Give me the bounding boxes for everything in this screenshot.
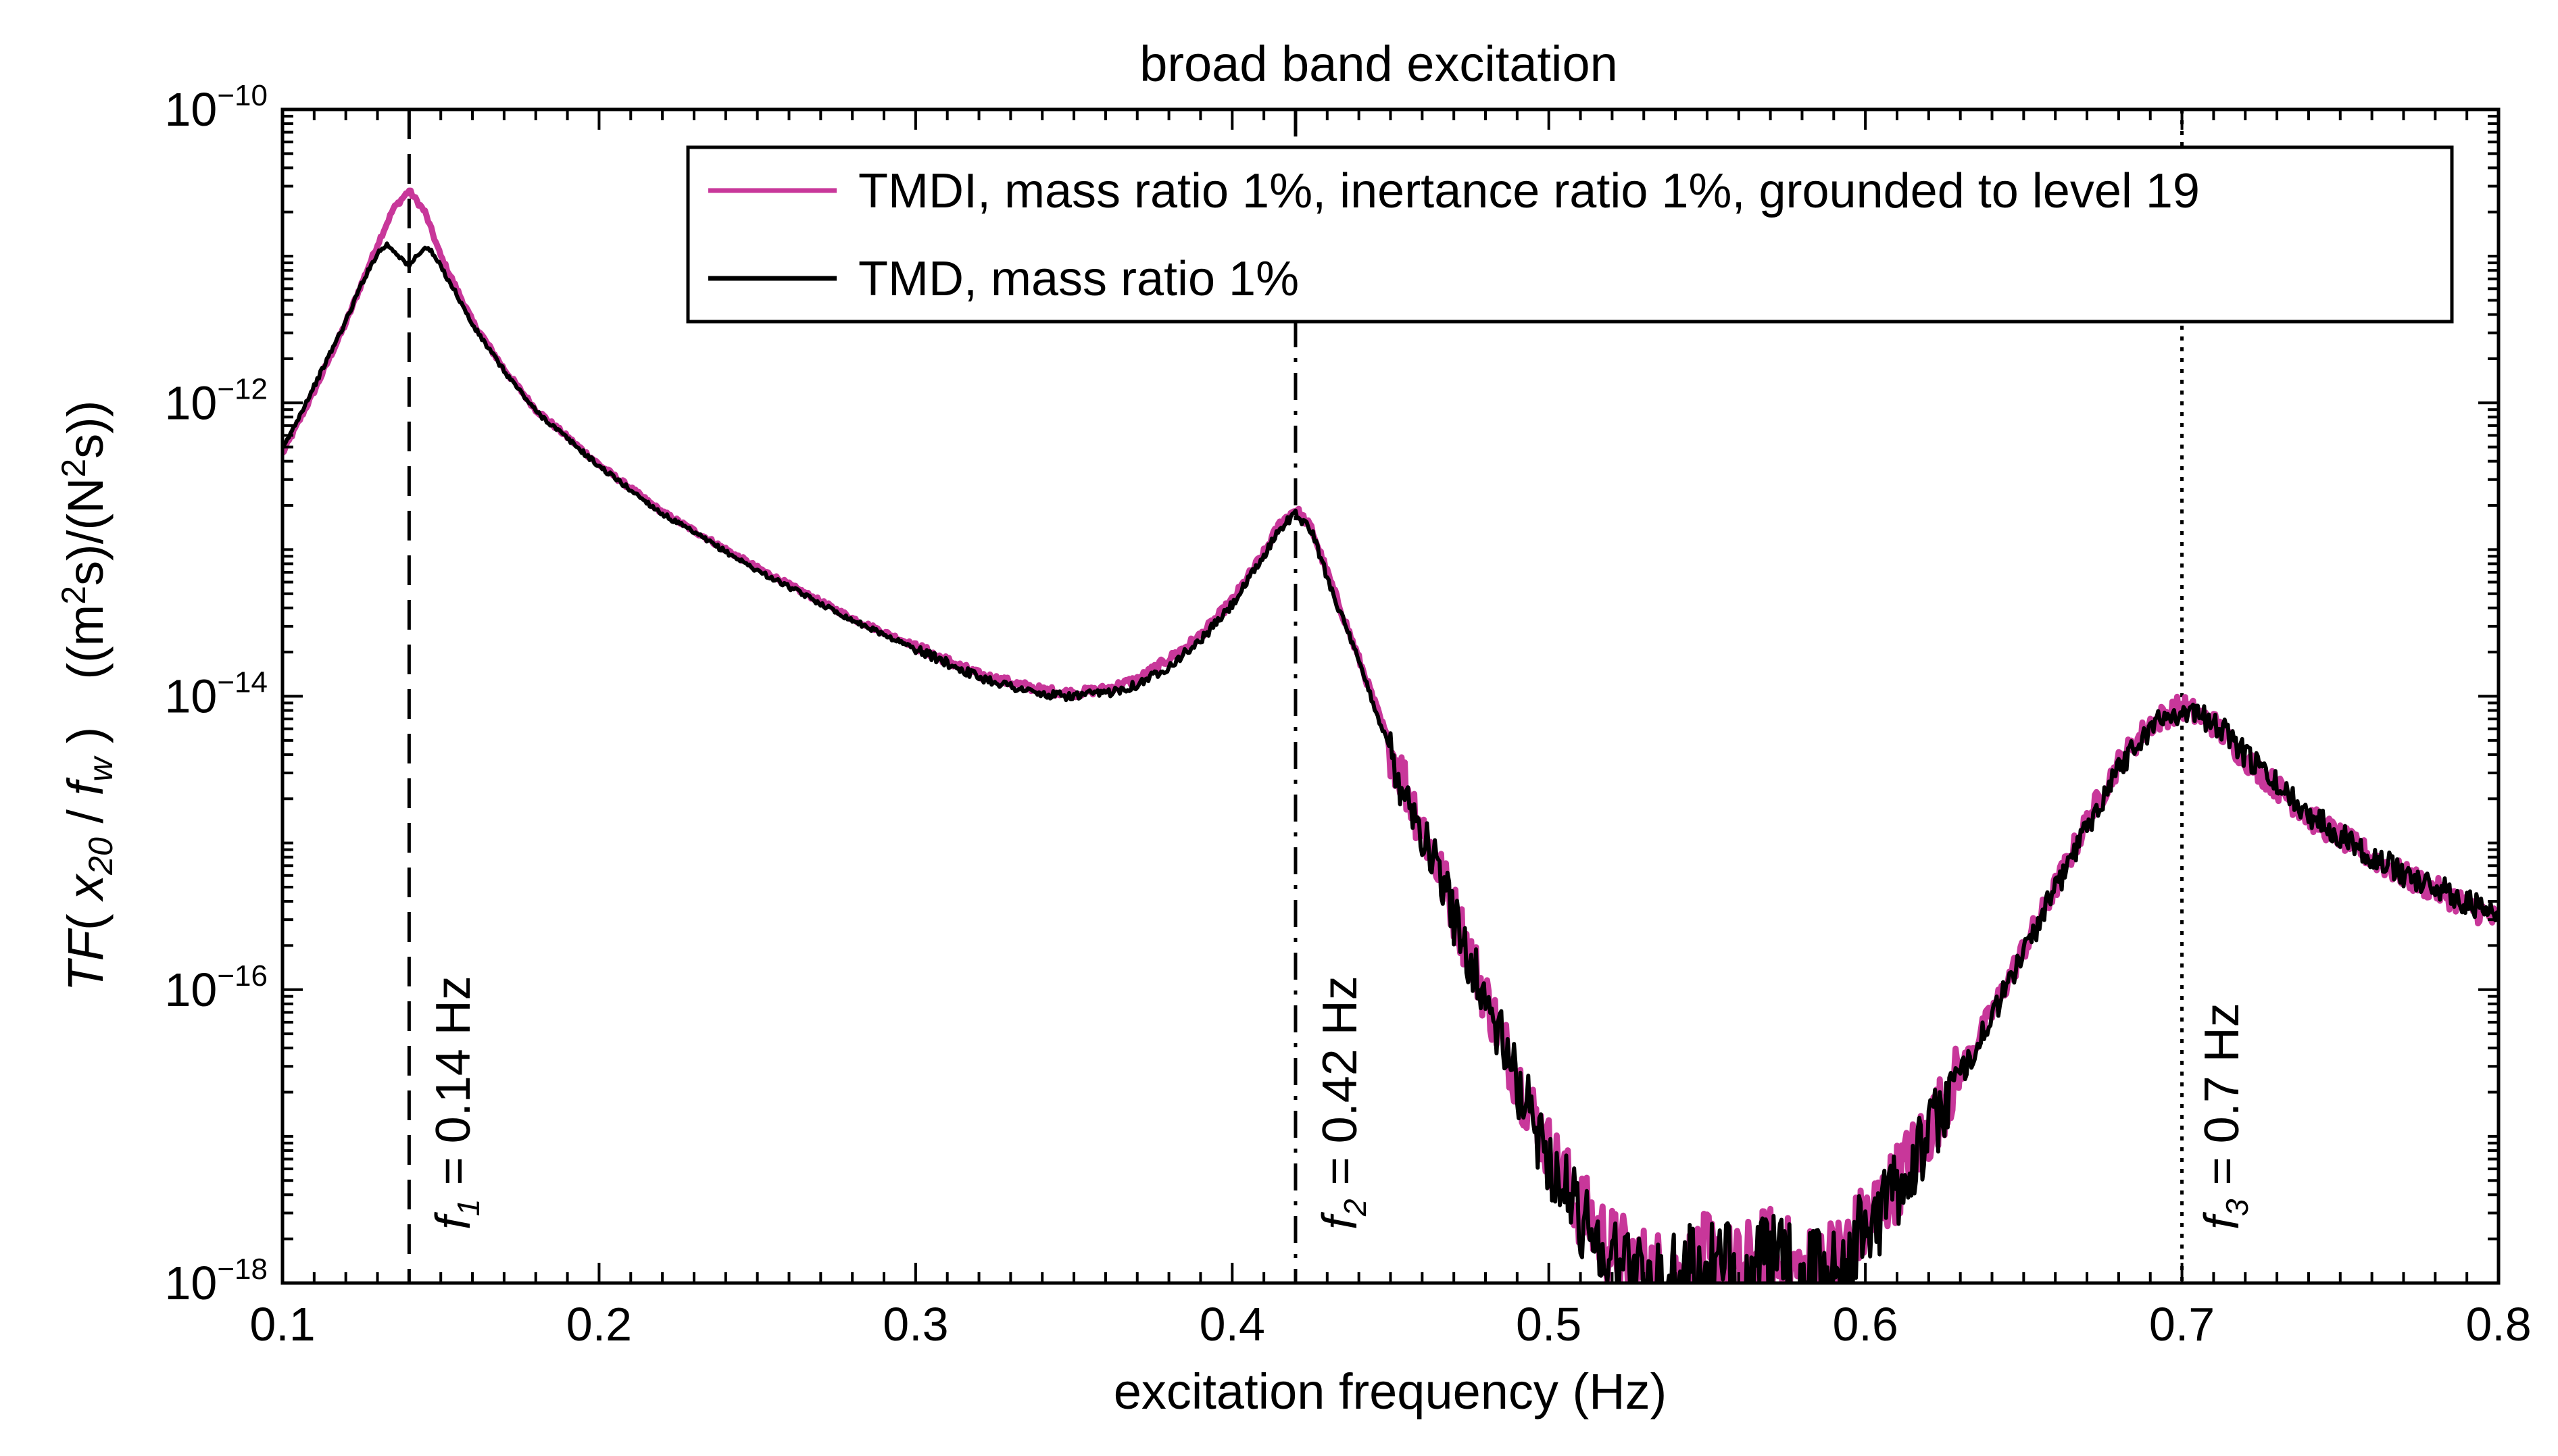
x-tick-label: 0.3 [883,1298,948,1351]
y-tick-label: 10−12 [164,372,268,429]
x-tick-label: 0.1 [249,1298,315,1351]
x-tick-label: 0.8 [2465,1298,2531,1351]
x-tick-label: 0.7 [2149,1298,2215,1351]
x-tick-label: 0.4 [1200,1298,1265,1351]
x-tick-label: 0.5 [1516,1298,1581,1351]
legend-label-tmd: TMD, mass ratio 1% [858,252,1299,306]
y-tick-label: 10−14 [164,666,268,723]
legend: TMDI, mass ratio 1%, inertance ratio 1%,… [686,145,2454,324]
legend-label-tmdi: TMDI, mass ratio 1%, inertance ratio 1%,… [858,164,2200,218]
x-tick-label: 0.2 [566,1298,632,1351]
x-axis-label: excitation frequency (Hz) [1114,1363,1667,1420]
chart-title: broad band excitation [1139,36,1618,92]
legend-box [686,145,2454,324]
annotation-f3: f3 = 0.7 Hz [2195,1003,2255,1230]
annotation-f2: f2 = 0.42 Hz [1313,976,1373,1230]
annotation-f1: f1 = 0.14 Hz [426,976,486,1230]
y-tick-label: 10−16 [164,959,268,1016]
y-axis-label: TF( x20 / fw )((m2s)/(N2s)) [55,401,120,992]
y-tick-label: 10−10 [164,79,268,136]
y-tick-label: 10−18 [164,1253,268,1309]
series-line-tmd [282,241,2499,1283]
x-tick-label: 0.6 [1832,1298,1898,1351]
